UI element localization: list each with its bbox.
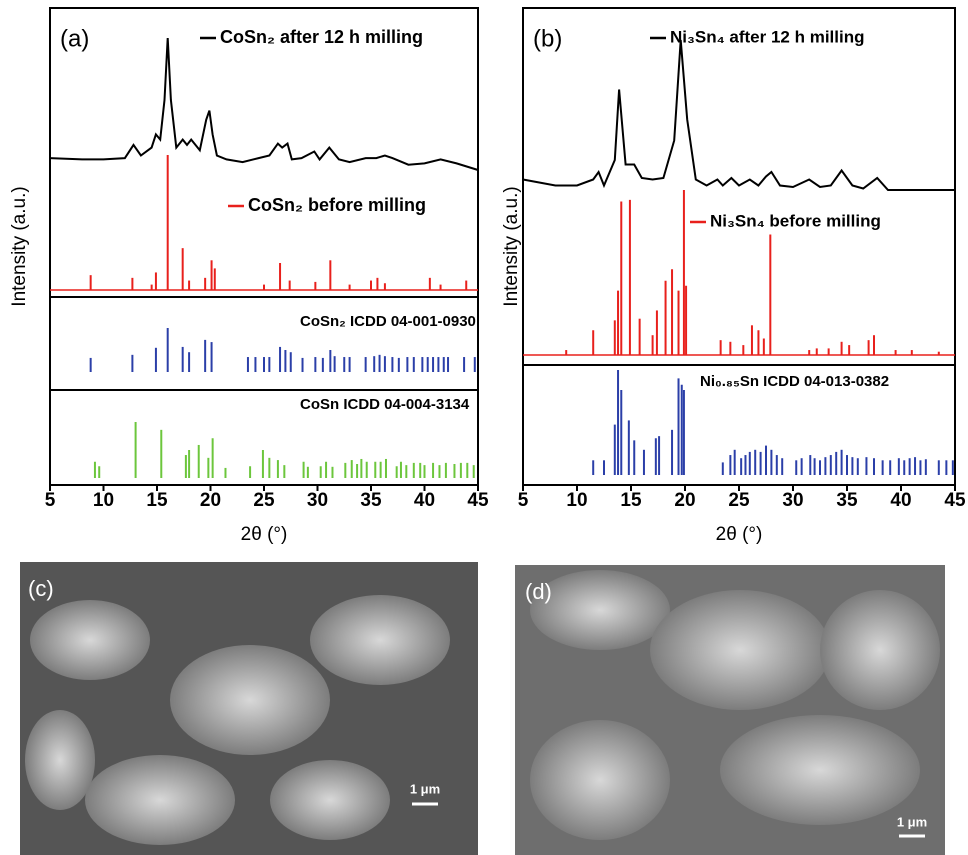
xrd-chart: (a) Intensity (a.u.) 2θ (°) 5 10 15 20 25 30 35 40… [9,8,489,545]
xrd-chart: (b) Intensity (a.u.) 2θ (°) 5 10 15 20 25 30 35 40… [501,8,966,545]
particle [85,755,235,845]
x-tick-label: 5 [45,490,56,511]
x-tick-label: 40 [414,490,435,511]
x-tick-label: 5 [518,490,529,511]
x-tick-label: 25 [728,490,750,511]
scale-bar-label: 1 μm [410,781,440,796]
plot-frame [523,8,955,485]
figure: (c) 1 μm (d) 1 μm (a) Intensity (a.u.) 2θ … [0,0,968,855]
legend-label: Ni₀.₈₅Sn ICDD 04-013-0382 [700,373,889,390]
legend-label: CoSn₂ after 12 h milling [220,27,423,47]
legend-label: Ni₃Sn₄ after 12 h milling [670,27,865,46]
x-tick-label: 10 [566,490,587,511]
x-tick-label: 10 [93,490,114,511]
xrd-pattern [50,38,478,170]
legend-label: CoSn ICDD 04-004-3134 [300,396,470,413]
panel-label: (d) [525,579,552,604]
x-tick-label: 15 [620,490,642,511]
xrd-pattern [523,40,955,190]
particle [820,590,940,710]
x-tick-label: 25 [253,490,275,511]
x-tick-label: 45 [467,490,489,511]
y-axis-label: Intensity (a.u.) [9,186,30,306]
x-tick-label: 30 [782,490,803,511]
particle [170,645,330,755]
x-tick-label: 35 [836,490,858,511]
sem-d: (d) 1 μm [515,565,945,855]
x-tick-label: 35 [360,490,382,511]
x-tick-label: 40 [890,490,911,511]
panel-label: (a) [60,25,89,52]
particle [30,600,150,680]
particle [270,760,390,840]
x-tick-label: 15 [146,490,168,511]
legend-label: CoSn₂ before milling [248,195,426,215]
y-axis-label: Intensity (a.u.) [501,186,522,306]
plot-frame [50,8,478,485]
particle [650,590,830,710]
legend-label: CoSn₂ ICDD 04-001-0930 [300,313,476,330]
panel-label: (b) [533,25,562,52]
x-tick-label: 45 [944,490,966,511]
x-tick-label: 30 [307,490,328,511]
x-axis-label: 2θ (°) [241,524,288,545]
panel-label: (c) [28,576,54,601]
particle [310,595,450,685]
sem-c: (c) 1 μm [20,562,478,855]
x-tick-label: 20 [200,490,221,511]
particle [720,715,920,825]
x-tick-label: 20 [674,490,695,511]
particle [25,710,95,810]
particle [530,720,670,840]
legend-label: Ni₃Sn₄ before milling [710,211,881,230]
x-axis-label: 2θ (°) [716,524,763,545]
scale-bar-label: 1 μm [897,814,927,829]
